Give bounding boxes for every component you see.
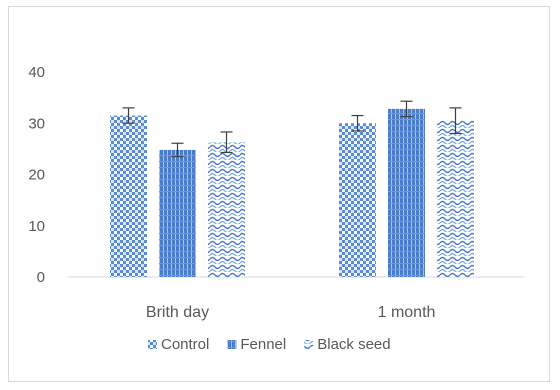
legend: Control Fennel Black seed — [148, 336, 391, 353]
legend-label: Control — [161, 336, 209, 353]
bar-fennel-0 — [159, 149, 196, 277]
category-labels: Brith day 1 month — [146, 304, 435, 321]
y-axis-ticks: 0 10 20 30 40 — [28, 64, 45, 286]
legend-swatch — [304, 340, 314, 349]
bar-fennel-1 — [388, 108, 425, 278]
error-bar-fennel-0 — [171, 142, 184, 158]
legend-label: Fennel — [240, 336, 286, 353]
legend-item-black-seed: Black seed — [304, 336, 391, 353]
legend-swatch — [227, 340, 237, 349]
y-tick-label: 10 — [28, 218, 45, 235]
bar-control-1 — [339, 123, 376, 277]
y-tick-label: 20 — [28, 167, 45, 184]
y-tick-label: 0 — [37, 269, 45, 286]
y-tick-label: 40 — [28, 64, 45, 81]
error-bar-black-seed-0 — [220, 131, 233, 154]
legend-item-control: Control — [148, 336, 209, 353]
legend-label: Black seed — [317, 336, 390, 353]
legend-swatch — [148, 340, 157, 349]
bar-black-seed-0 — [208, 142, 245, 277]
category-label: Brith day — [146, 304, 209, 321]
legend-item-fennel: Fennel — [227, 336, 286, 353]
bars-group — [110, 108, 474, 278]
error-bar-fennel-1 — [400, 100, 413, 118]
bar-black-seed-1 — [437, 120, 474, 277]
category-label: 1 month — [378, 304, 436, 321]
y-tick-label: 30 — [28, 115, 45, 132]
error-bar-control-0 — [122, 107, 135, 124]
bar-control-0 — [110, 115, 147, 277]
error-bars-group — [122, 100, 462, 158]
error-bar-control-1 — [351, 114, 364, 132]
error-bar-black-seed-1 — [449, 107, 462, 135]
